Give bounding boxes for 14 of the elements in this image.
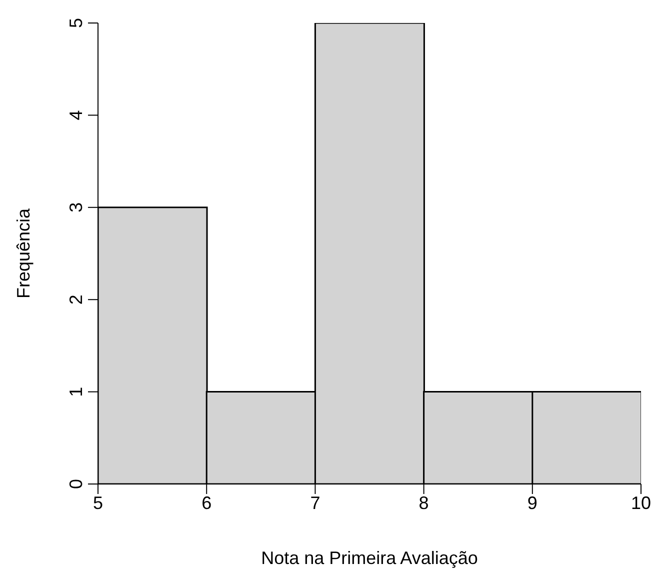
x-tick-label: 10	[630, 492, 652, 513]
y-tick-label: 5	[66, 18, 86, 28]
y-tick-label: 2	[66, 294, 86, 305]
x-axis-title: Nota na Primeira Avaliação	[261, 548, 478, 568]
x-tick-label: 5	[92, 492, 104, 513]
x-tick-label: 8	[418, 492, 429, 513]
x-tick-label: 6	[202, 492, 212, 513]
y-tick-label: 3	[66, 202, 86, 212]
y-axis-title: Frequência	[13, 207, 34, 299]
y-tick-label: 4	[66, 110, 86, 120]
y-tick-label: 1	[66, 386, 86, 397]
x-tick-label: 7	[310, 492, 320, 513]
y-tick-label: 0	[66, 478, 86, 490]
x-tick-label: 9	[527, 492, 538, 513]
